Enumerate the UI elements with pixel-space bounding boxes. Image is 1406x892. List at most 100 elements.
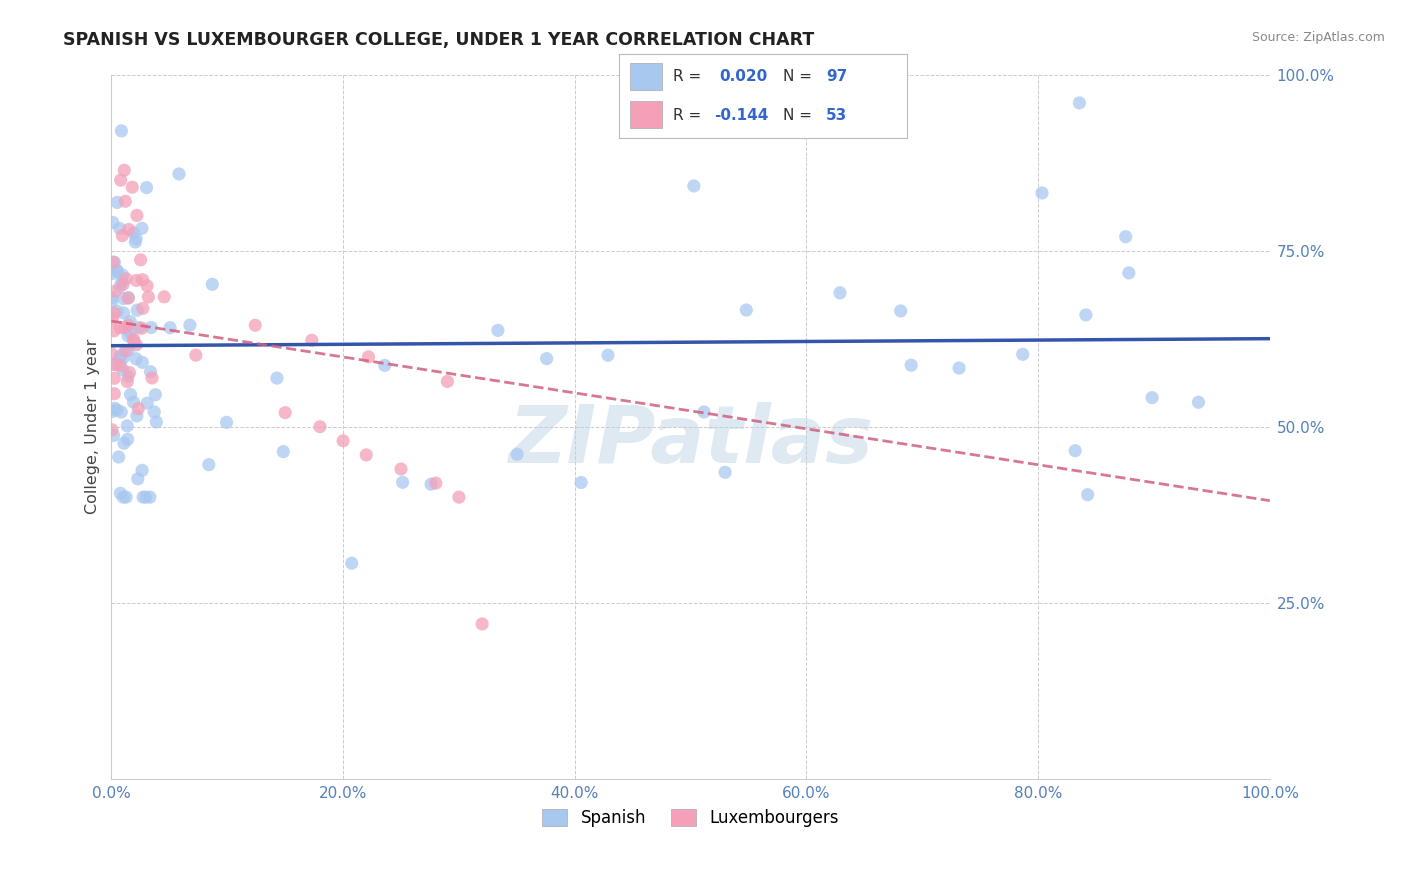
Point — [900, 358, 922, 372]
Point — [138, 290, 160, 304]
Point — [124, 235, 146, 249]
Point — [110, 486, 132, 500]
Point — [115, 490, 138, 504]
Point — [114, 343, 136, 358]
Point — [105, 264, 128, 278]
Point — [101, 267, 124, 281]
Point — [101, 404, 124, 418]
Point — [112, 351, 135, 365]
Point — [357, 350, 380, 364]
Point — [1077, 488, 1099, 502]
Point — [159, 320, 181, 334]
Point — [136, 278, 159, 293]
Point — [112, 490, 135, 504]
Point — [103, 324, 125, 338]
Text: -0.144: -0.144 — [714, 108, 768, 123]
Point — [1187, 395, 1209, 409]
Point — [131, 273, 153, 287]
Point — [103, 401, 125, 416]
Point — [117, 328, 139, 343]
Point — [131, 321, 153, 335]
Point — [105, 263, 128, 277]
Point — [110, 405, 132, 419]
Point — [139, 490, 162, 504]
Point — [436, 375, 458, 389]
Point — [340, 556, 363, 570]
Point — [141, 371, 163, 385]
Point — [108, 351, 131, 365]
Y-axis label: College, Under 1 year: College, Under 1 year — [86, 339, 100, 515]
Point — [135, 180, 157, 194]
Point — [125, 208, 148, 222]
Point — [121, 180, 143, 194]
Point — [136, 396, 159, 410]
Point — [115, 272, 138, 286]
Point — [120, 387, 142, 401]
Point — [103, 255, 125, 269]
Point — [108, 359, 131, 373]
Point — [125, 338, 148, 352]
Point — [112, 277, 135, 292]
Point — [828, 285, 851, 300]
Point — [114, 194, 136, 209]
Point — [1064, 443, 1087, 458]
Point — [506, 447, 529, 461]
Point — [125, 409, 148, 423]
Point — [179, 318, 201, 332]
Point — [1140, 391, 1163, 405]
Point — [536, 351, 558, 366]
Bar — [630, 62, 662, 90]
Point — [101, 215, 124, 229]
Bar — [630, 101, 662, 128]
Point — [117, 375, 139, 389]
Text: SPANISH VS LUXEMBOURGER COLLEGE, UNDER 1 YEAR CORRELATION CHART: SPANISH VS LUXEMBOURGER COLLEGE, UNDER 1… — [63, 31, 814, 49]
Point — [145, 415, 167, 429]
Text: 53: 53 — [827, 108, 848, 123]
Point — [108, 279, 131, 293]
Text: Source: ZipAtlas.com: Source: ZipAtlas.com — [1251, 31, 1385, 45]
Point — [1031, 186, 1053, 200]
Point — [125, 273, 148, 287]
Point — [112, 292, 135, 306]
Point — [110, 173, 132, 187]
Text: 97: 97 — [827, 69, 848, 84]
Point — [110, 124, 132, 138]
Point — [266, 371, 288, 385]
Point — [108, 221, 131, 235]
Text: R =: R = — [673, 69, 702, 84]
Point — [129, 252, 152, 267]
Point — [1069, 95, 1091, 110]
Point — [117, 369, 139, 384]
Point — [128, 320, 150, 334]
Point — [141, 320, 163, 334]
Point — [301, 333, 323, 347]
Point — [111, 362, 134, 376]
Point — [1074, 308, 1097, 322]
Point — [103, 255, 125, 269]
Point — [125, 351, 148, 366]
Point — [118, 366, 141, 380]
Point — [118, 222, 141, 236]
Point — [127, 303, 149, 318]
Point — [271, 444, 294, 458]
Point — [117, 291, 139, 305]
Point — [112, 436, 135, 450]
Point — [143, 405, 166, 419]
Point — [103, 306, 125, 320]
Point — [135, 490, 157, 504]
Point — [110, 348, 132, 362]
Point — [117, 432, 139, 446]
Point — [103, 386, 125, 401]
Point — [103, 371, 125, 385]
Point — [486, 323, 509, 337]
Point — [215, 415, 238, 429]
Point — [569, 475, 592, 490]
Point — [332, 434, 354, 448]
Point — [735, 303, 758, 318]
Text: ZIPatlas: ZIPatlas — [508, 401, 873, 480]
Point — [103, 428, 125, 442]
Point — [122, 332, 145, 346]
Point — [198, 458, 221, 472]
Point — [122, 395, 145, 409]
Text: N =: N = — [783, 108, 811, 123]
